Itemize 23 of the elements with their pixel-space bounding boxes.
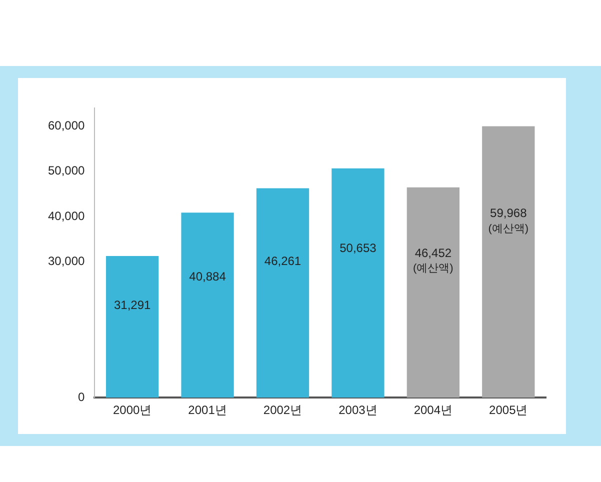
y-tick-label: 40,000	[48, 208, 86, 223]
data-label: 50,653	[340, 240, 377, 255]
bar	[106, 256, 159, 398]
bar	[482, 126, 535, 398]
x-tick-label: 2004년	[414, 403, 453, 418]
y-tick-label: 0	[78, 390, 86, 404]
y-tick-label: 50,000	[48, 164, 86, 178]
x-tick-label: 2005년	[489, 403, 528, 418]
data-label: 46,261	[264, 254, 302, 268]
x-tick-label: 2001년	[188, 403, 227, 418]
data-label: 46,452 (예산액)	[413, 246, 454, 275]
data-label: 31,291	[114, 298, 151, 312]
bar	[332, 168, 384, 398]
x-tick-label: 2002년	[263, 403, 302, 418]
data-label: 59,968 (예산액)	[488, 206, 529, 235]
x-tick-label: 2003년	[338, 403, 378, 418]
bar	[181, 212, 234, 398]
x-tick-label: 2000년	[112, 403, 152, 418]
bar	[406, 187, 460, 398]
y-tick-label: 30,000	[48, 254, 86, 268]
data-label: 40,884	[189, 270, 226, 284]
bar	[256, 188, 310, 398]
y-tick-label: 60,000	[48, 118, 86, 132]
